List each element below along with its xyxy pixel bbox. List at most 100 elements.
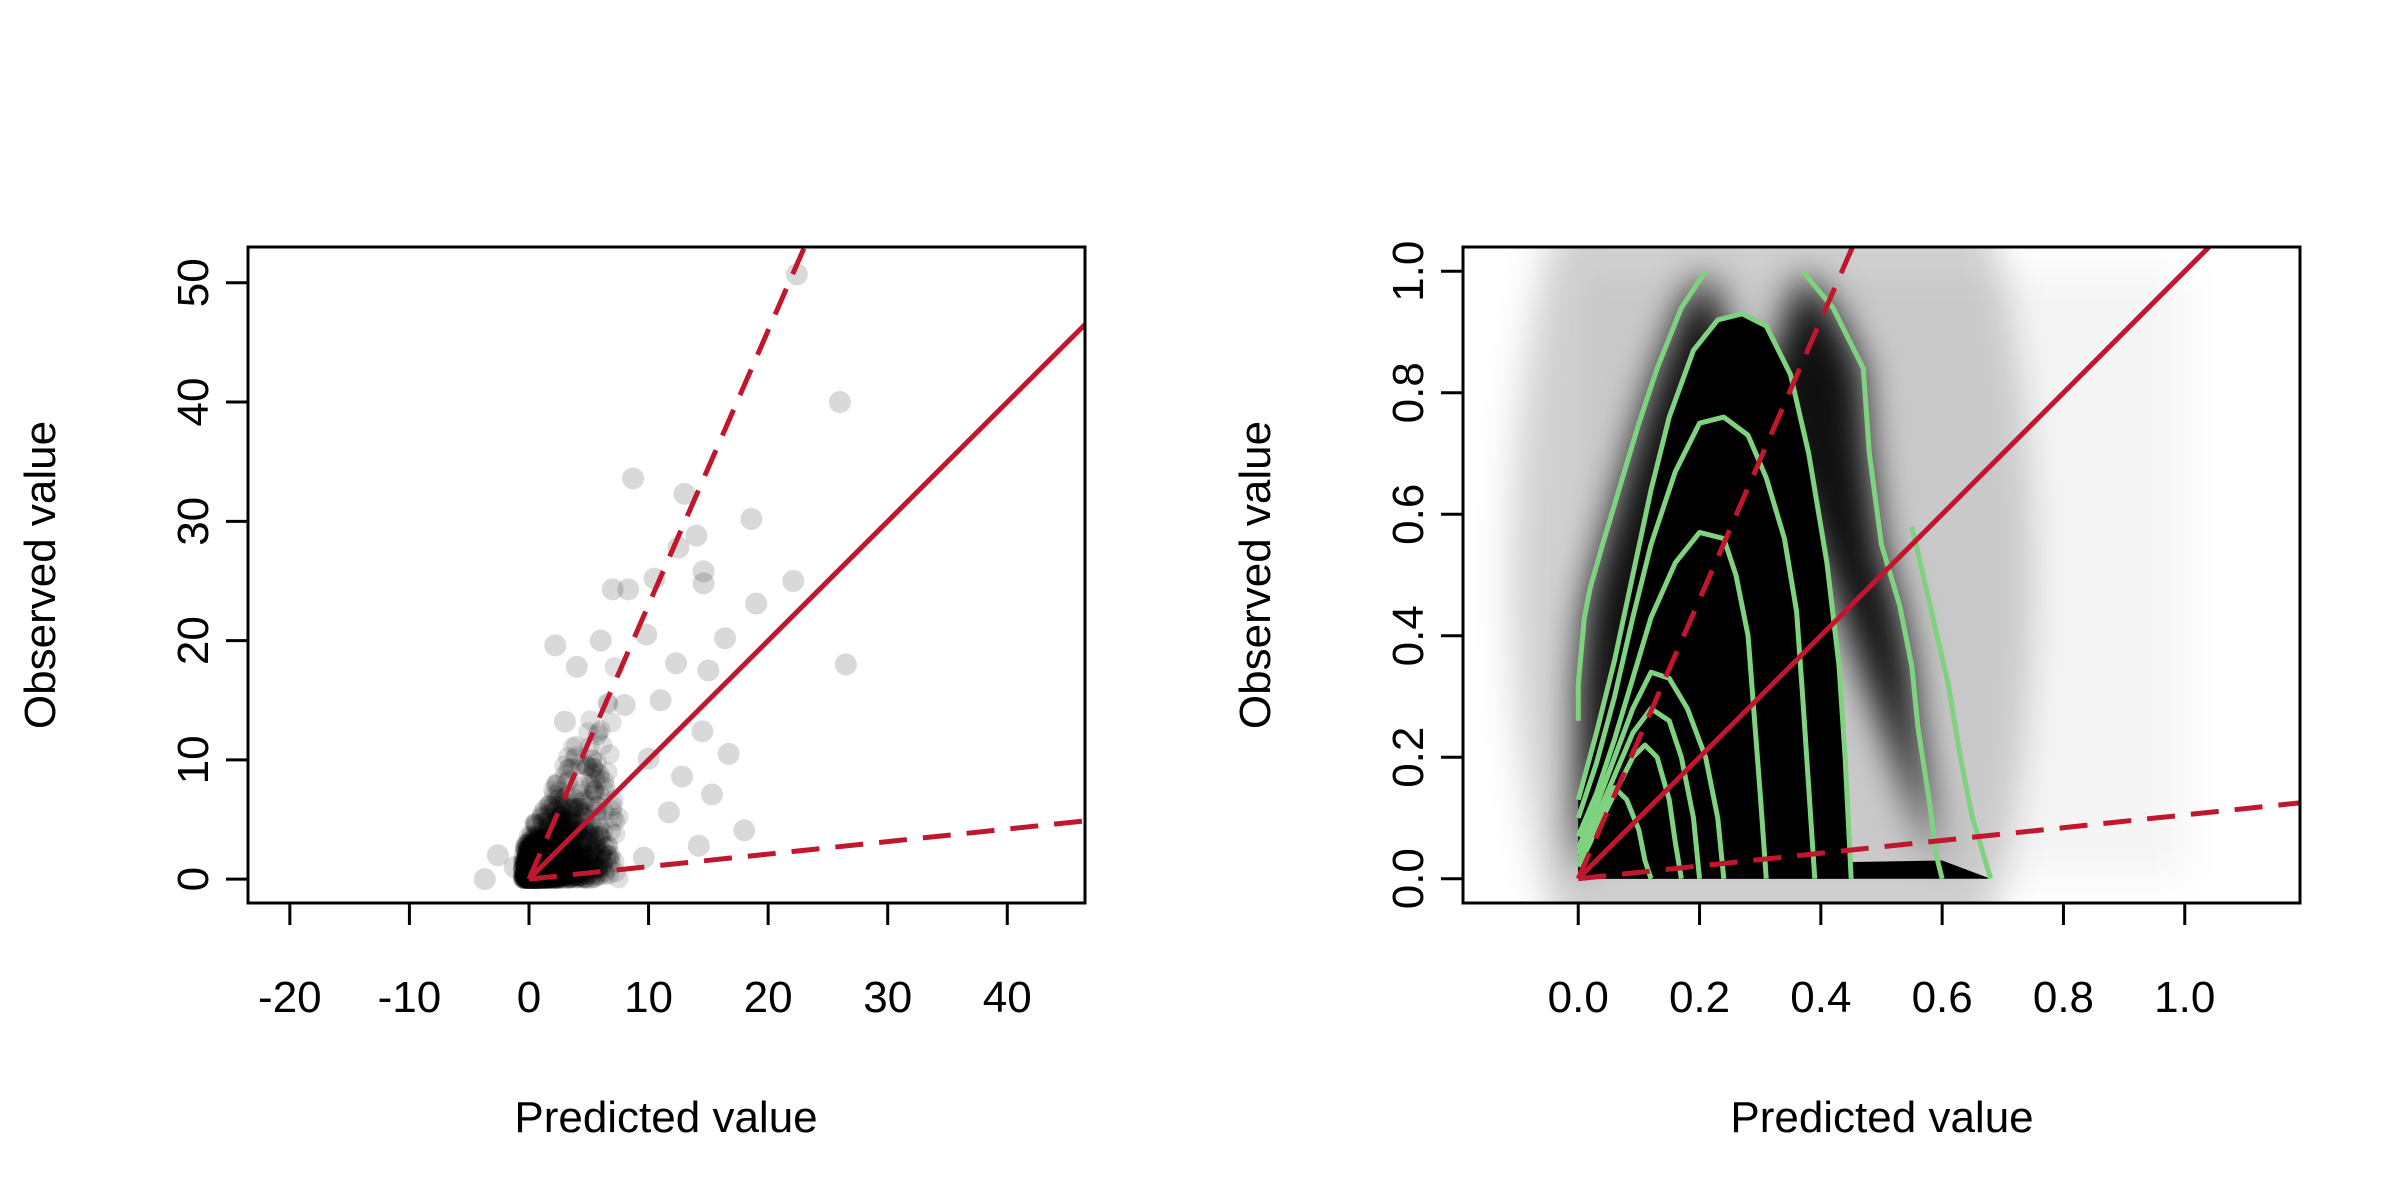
- left-cluster-point: [575, 754, 596, 775]
- left-cluster-point: [525, 826, 546, 847]
- left-reference-line-solid: [527, 322, 1087, 881]
- left-cluster-point: [580, 840, 601, 861]
- left-cluster-point: [553, 819, 574, 840]
- left-cluster-point: [554, 866, 575, 887]
- left-cluster-point: [579, 828, 600, 849]
- left-cluster-point: [562, 839, 583, 860]
- left-cluster-point: [550, 868, 571, 889]
- left-cluster-point: [574, 807, 595, 828]
- left-cluster-point: [538, 795, 559, 816]
- left-cluster-point: [546, 868, 567, 889]
- left-cluster-point: [549, 794, 570, 815]
- left-cluster-point: [584, 842, 605, 863]
- left-cluster-point: [543, 780, 564, 801]
- left-cluster-point: [561, 848, 582, 869]
- left-cluster-point: [585, 828, 606, 849]
- left-cluster-point: [586, 839, 607, 860]
- left-cluster-point: [566, 735, 587, 756]
- left-cluster-point: [516, 840, 537, 861]
- left-cluster-point: [556, 868, 577, 889]
- left-cluster-point: [519, 831, 540, 852]
- left-cluster-point: [568, 797, 589, 818]
- left-cluster-point: [556, 826, 577, 847]
- left-cluster-point: [563, 843, 584, 864]
- left-cluster-point: [560, 806, 581, 827]
- left-cluster-point: [573, 831, 594, 852]
- left-cluster-point: [553, 869, 574, 890]
- left-cluster-point: [575, 830, 596, 851]
- left-cluster-point: [541, 853, 562, 874]
- left-cluster-point: [585, 846, 606, 867]
- left-cluster-point: [587, 835, 608, 856]
- left-cluster-point: [535, 847, 556, 868]
- left-cluster-point: [554, 854, 575, 875]
- left-data-point: [828, 391, 851, 414]
- left-cluster-point: [518, 837, 539, 858]
- left-reference-lines: [526, 246, 1087, 882]
- left-cluster-point: [562, 856, 583, 877]
- right-contour-line: [1575, 529, 1769, 879]
- left-cluster-point: [589, 764, 610, 785]
- left-data-point: [671, 765, 694, 788]
- left-cluster-point: [513, 845, 534, 866]
- left-cluster-point: [572, 843, 593, 864]
- left-cluster-point: [543, 794, 564, 815]
- left-data-point: [486, 844, 509, 867]
- left-cluster-point: [598, 835, 619, 856]
- left-data-point: [565, 655, 588, 678]
- left-cluster-point: [538, 795, 559, 816]
- left-cluster-point: [561, 805, 582, 826]
- right-contour-line: [1576, 785, 1654, 880]
- left-cluster-point: [554, 867, 575, 888]
- left-cluster-point: [544, 784, 565, 805]
- left-cluster-point: [558, 852, 579, 873]
- left-cluster-point: [601, 845, 622, 866]
- right-y-tick-label: 0.2: [1384, 727, 1433, 788]
- left-cluster-point: [513, 865, 534, 886]
- left-cluster-point: [564, 842, 585, 863]
- left-cluster-point: [569, 847, 590, 868]
- left-cluster-point: [567, 836, 588, 857]
- left-cluster-point: [555, 827, 576, 848]
- left-cluster-point: [552, 864, 573, 885]
- left-cluster-point: [513, 852, 534, 873]
- left-cluster-point: [579, 825, 600, 846]
- right-y-tick-label: 0.0: [1384, 848, 1433, 909]
- left-cluster-point: [597, 762, 618, 783]
- right-x-tick-label: 1.0: [2154, 973, 2215, 1022]
- left-x-axis: -20 -10 0 10 20 30 40: [258, 901, 1032, 1022]
- left-cluster-point: [547, 865, 568, 886]
- right-contour-line: [1575, 269, 1708, 721]
- left-cluster-point: [525, 845, 546, 866]
- left-cluster-point: [519, 838, 540, 859]
- left-cluster-point: [571, 847, 592, 868]
- left-cluster-point: [530, 840, 551, 861]
- right-reference-line-dashed: [1575, 247, 1855, 880]
- left-cluster-point: [583, 845, 604, 866]
- left-data-point: [691, 720, 714, 743]
- left-cluster-point: [549, 834, 570, 855]
- left-cluster-point: [550, 865, 571, 886]
- left-cluster-point: [590, 720, 611, 741]
- left-x-axis-title: Predicted value: [514, 1093, 817, 1142]
- left-scatter-panel: -20 -10 0 10 20 30 40 0 10 20 30 40 50 Predicted va…: [16, 245, 1087, 1142]
- left-cluster-point: [514, 837, 535, 858]
- left-data-point: [657, 801, 680, 824]
- left-cluster-point: [557, 855, 578, 876]
- left-cluster-point: [540, 793, 561, 814]
- left-cluster-point: [599, 864, 620, 885]
- left-cluster-point: [583, 757, 604, 778]
- left-cluster-point: [535, 846, 556, 867]
- left-data-point: [622, 467, 645, 490]
- left-cluster-point: [554, 814, 575, 835]
- left-cluster-point: [564, 845, 585, 866]
- left-cluster-point: [582, 763, 603, 784]
- left-cluster-point: [538, 855, 559, 876]
- left-cluster-point: [564, 748, 585, 769]
- left-cluster-point: [573, 835, 594, 856]
- left-cluster-point: [515, 852, 536, 873]
- left-cluster-point: [549, 823, 570, 844]
- left-cluster-point: [513, 868, 534, 889]
- left-cluster-point: [545, 869, 566, 890]
- left-cluster-point: [529, 831, 550, 852]
